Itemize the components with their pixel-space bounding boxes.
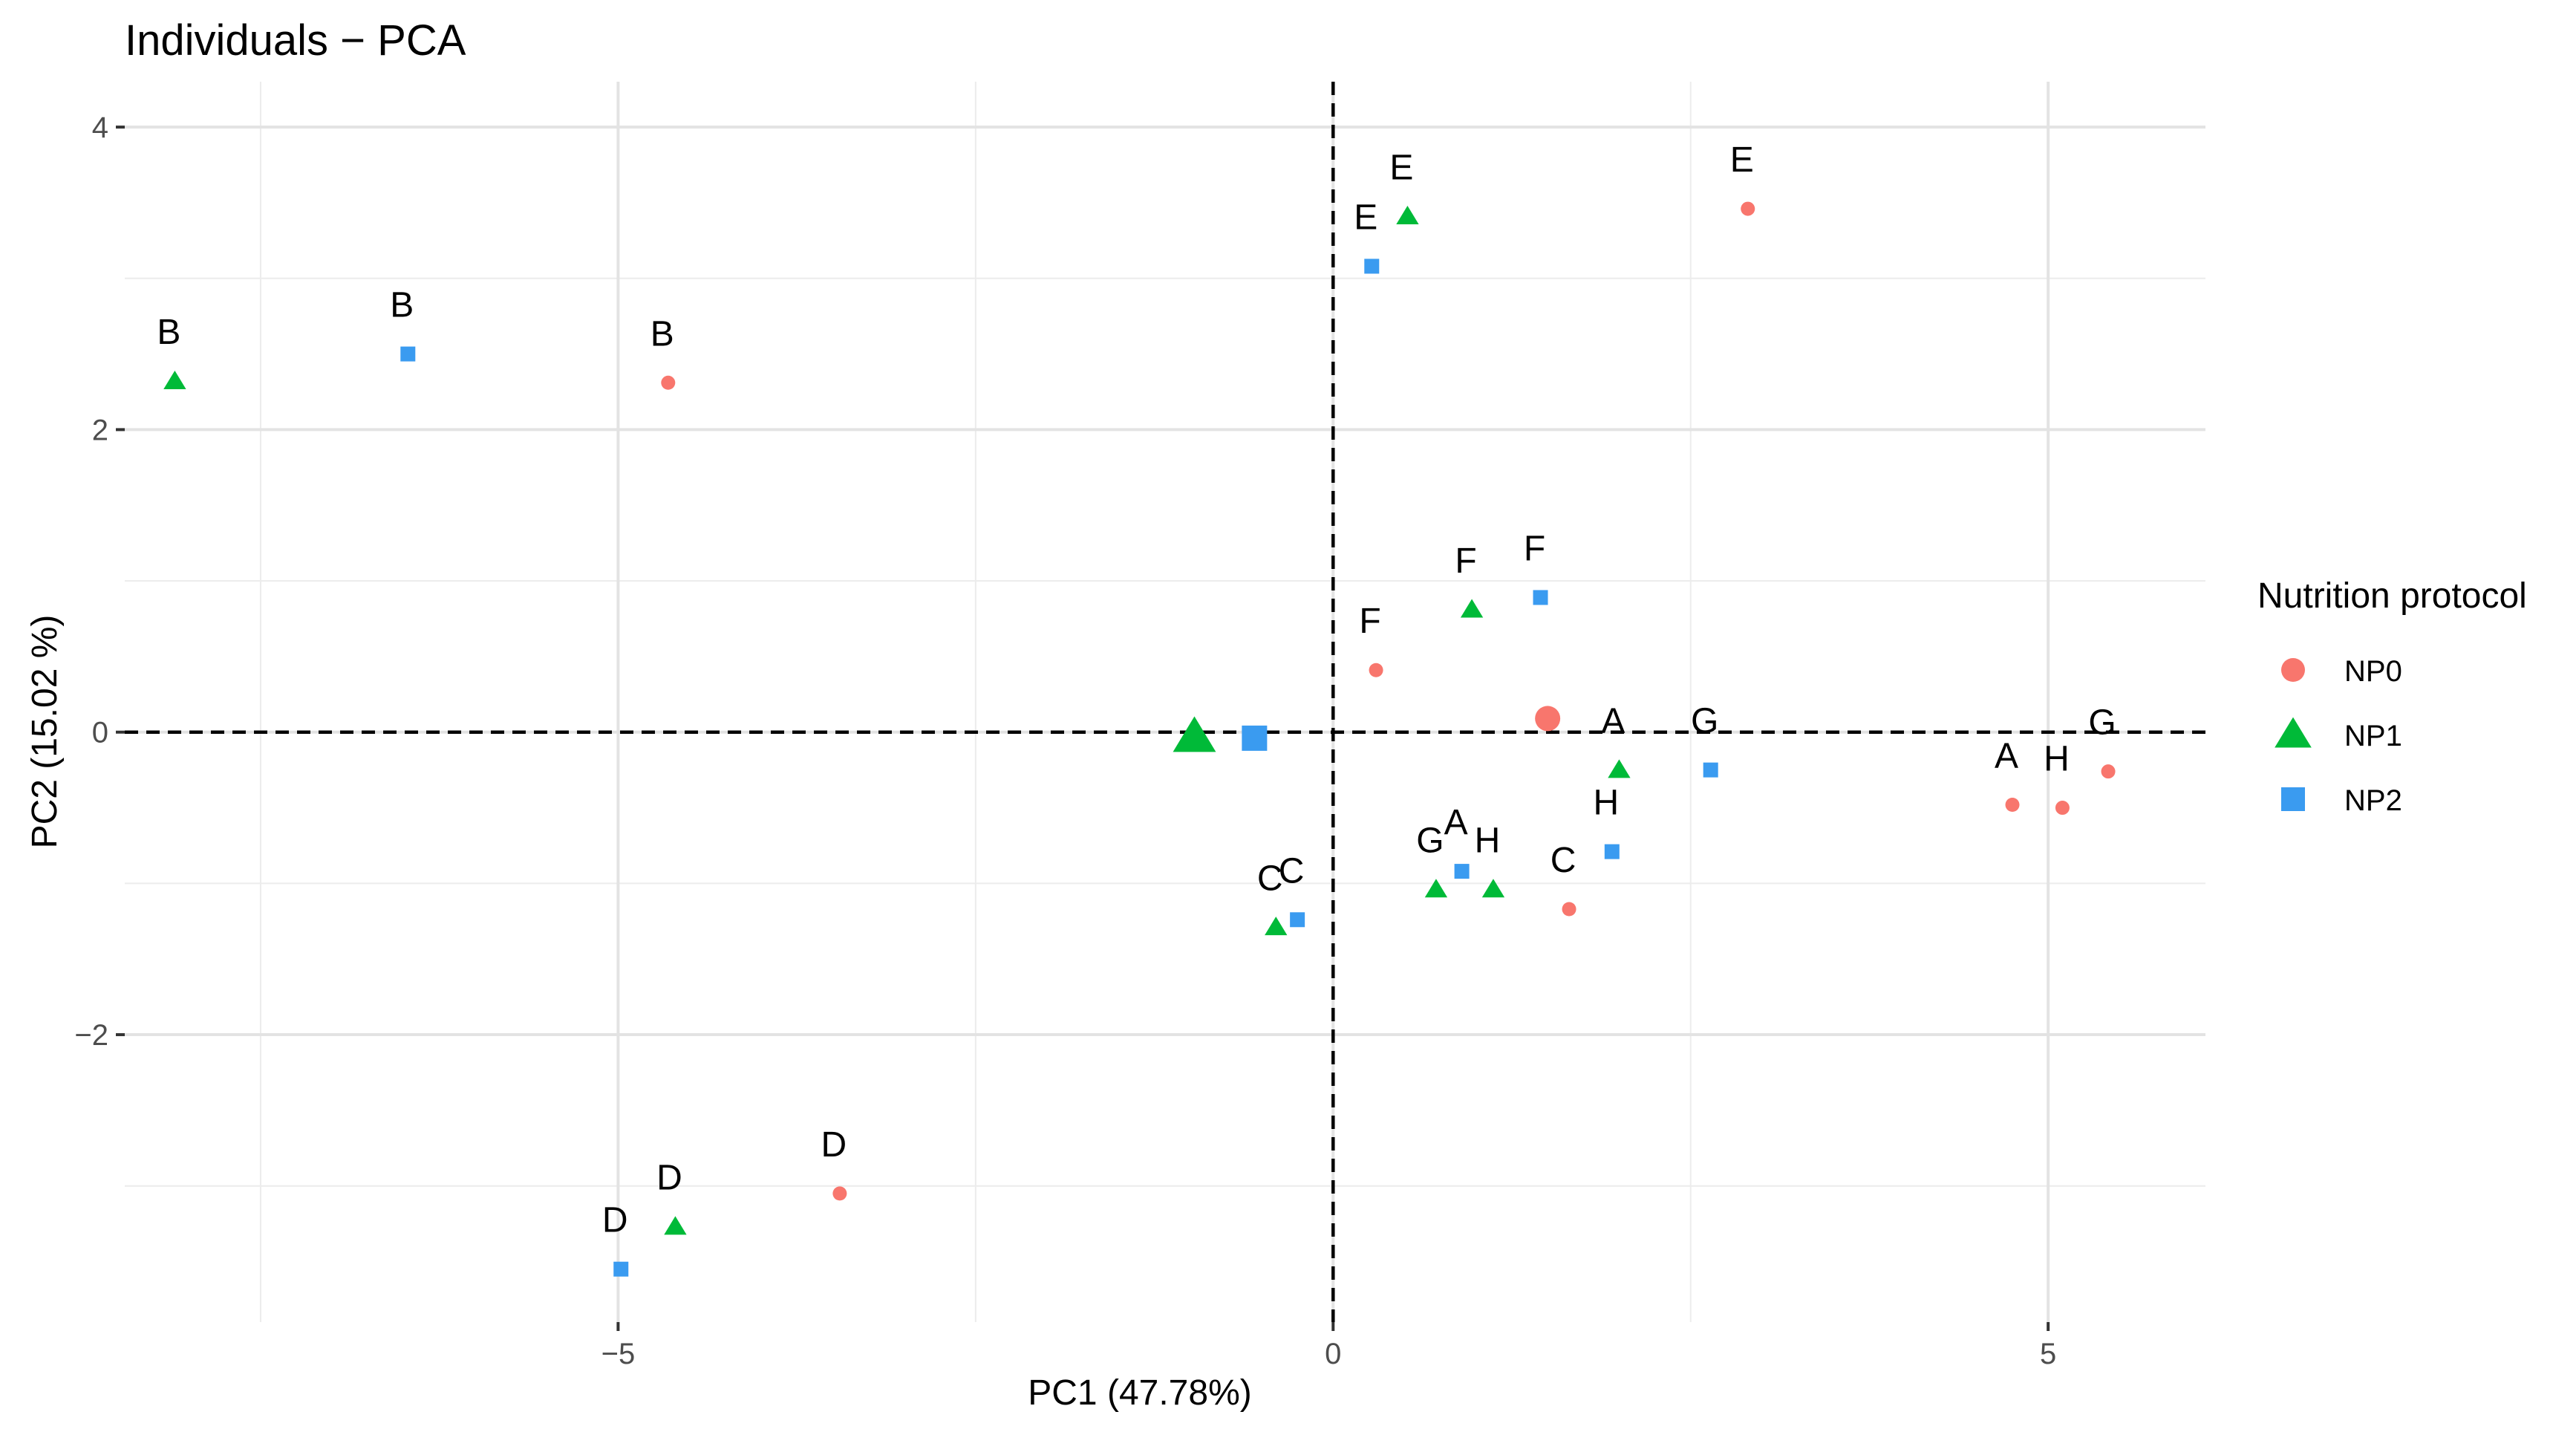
np0-point bbox=[2101, 764, 2116, 779]
legend-title: Nutrition protocol bbox=[2257, 576, 2527, 616]
y-tick-label: −2 bbox=[74, 1019, 108, 1052]
np1-point bbox=[1396, 205, 1419, 224]
np1-point-label: E bbox=[1389, 148, 1413, 187]
np1-point bbox=[1608, 759, 1631, 778]
np1-point-label: C bbox=[1257, 859, 1283, 898]
np2-point bbox=[613, 1261, 629, 1277]
np0-centroid bbox=[1535, 706, 1561, 732]
np1-point bbox=[163, 370, 186, 389]
np1-point bbox=[1481, 879, 1505, 898]
np1-point bbox=[1424, 879, 1448, 898]
legend-np1-label: NP1 bbox=[2344, 720, 2402, 752]
np2-point-label: D bbox=[602, 1201, 628, 1240]
np2-point bbox=[1364, 258, 1380, 274]
np0-point-label: E bbox=[1730, 140, 1754, 180]
legend-np1-symbol bbox=[2275, 717, 2312, 748]
np0-point bbox=[1562, 902, 1576, 917]
x-axis-label: PC1 (47.78%) bbox=[1028, 1373, 1251, 1413]
y-axis-label: PC2 (15.02 %) bbox=[25, 615, 65, 849]
np0-point-label: H bbox=[2044, 740, 2070, 779]
y-tick-label: 2 bbox=[92, 414, 108, 446]
reference-lines bbox=[125, 82, 2205, 1322]
np2-point-label: F bbox=[1524, 529, 1545, 568]
x-tick-label: 5 bbox=[2040, 1338, 2056, 1370]
np2-point bbox=[1604, 844, 1620, 859]
legend-np0-symbol bbox=[2281, 658, 2305, 682]
np2-point-label: B bbox=[390, 286, 414, 325]
x-tick-label: 0 bbox=[1325, 1338, 1341, 1370]
legend: Nutrition protocol NP0 NP1 NP2 bbox=[2257, 576, 2527, 817]
np2-point-label: G bbox=[1691, 702, 1718, 741]
legend-np2-label: NP2 bbox=[2344, 784, 2402, 817]
np0-point-label: D bbox=[821, 1125, 847, 1165]
x-tick-label: −5 bbox=[601, 1338, 636, 1370]
np0-point bbox=[2055, 801, 2070, 816]
np2-centroid bbox=[1242, 725, 1268, 751]
np0-point bbox=[661, 375, 676, 390]
np2-point-label: E bbox=[1354, 198, 1377, 237]
legend-items: NP0 NP1 NP2 bbox=[2275, 655, 2402, 817]
np2-point bbox=[1454, 864, 1470, 879]
np0-point bbox=[2005, 797, 2020, 812]
y-tick-label: 4 bbox=[92, 111, 108, 144]
np1-point-label: F bbox=[1455, 541, 1476, 581]
legend-np0-label: NP0 bbox=[2344, 655, 2402, 688]
np2-point bbox=[1533, 590, 1548, 605]
np0-point-label: F bbox=[1359, 602, 1380, 641]
np2-point-label: H bbox=[1593, 784, 1619, 823]
legend-np2-symbol bbox=[2281, 787, 2305, 811]
np0-point bbox=[1741, 201, 1755, 216]
np1-point bbox=[664, 1216, 687, 1235]
np0-point-label: G bbox=[2088, 703, 2116, 743]
np0-point-label: C bbox=[1551, 841, 1576, 880]
chart-title: Individuals − PCA bbox=[125, 16, 466, 65]
np0-point bbox=[1369, 663, 1383, 677]
np1-point-label: B bbox=[157, 313, 180, 352]
gridlines bbox=[125, 82, 2205, 1322]
np2-point bbox=[400, 346, 416, 362]
np1-centroid bbox=[1173, 716, 1216, 752]
np0-point bbox=[832, 1186, 847, 1201]
np1-point-label: D bbox=[656, 1159, 682, 1198]
axes: −5 0 5 −2 0 2 4 bbox=[74, 111, 2056, 1370]
np2-point bbox=[1290, 912, 1305, 928]
np0-point-label: B bbox=[650, 314, 674, 354]
np1-point-label: H bbox=[1475, 821, 1501, 861]
data-points bbox=[163, 201, 2116, 1277]
np0-point-label: A bbox=[1995, 736, 2018, 775]
np1-point bbox=[1460, 599, 1484, 618]
np1-point-label: G bbox=[1416, 821, 1444, 861]
np1-point-label: A bbox=[1601, 702, 1625, 741]
np2-point-label: C bbox=[1279, 851, 1305, 891]
np1-point bbox=[1265, 917, 1288, 936]
np2-point bbox=[1703, 762, 1718, 778]
y-tick-label: 0 bbox=[92, 717, 108, 749]
np2-point-label: A bbox=[1444, 803, 1468, 842]
